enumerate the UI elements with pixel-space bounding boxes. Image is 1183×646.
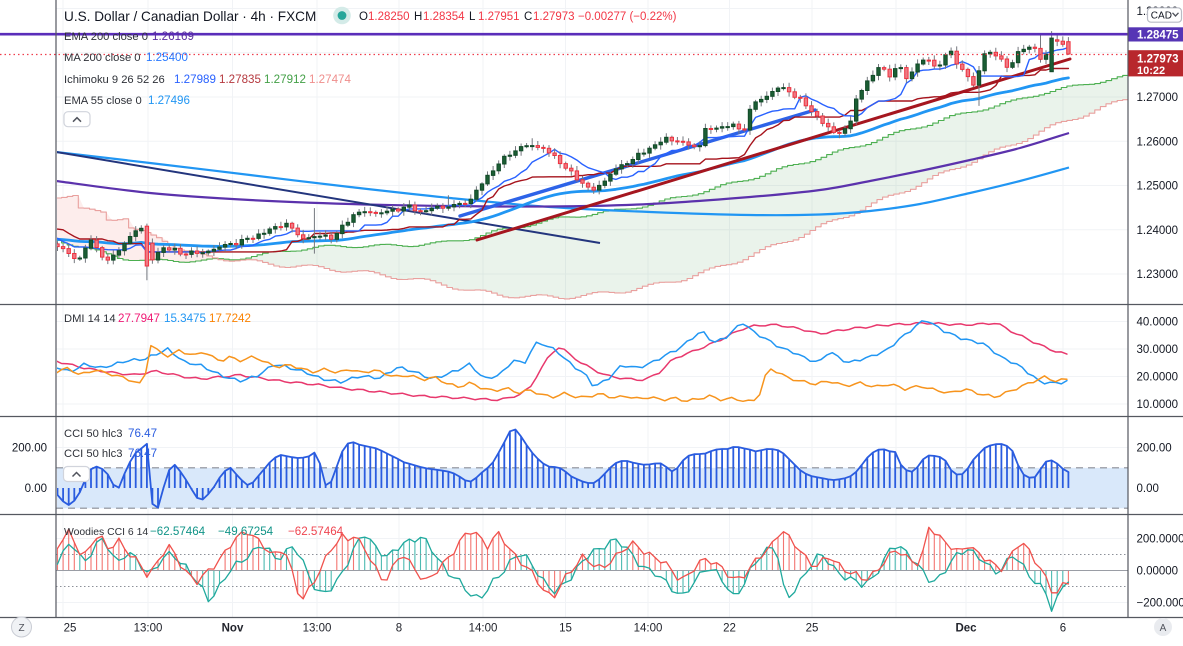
svg-text:1.24000: 1.24000 bbox=[1137, 225, 1179, 237]
svg-text:13:00: 13:00 bbox=[134, 623, 163, 635]
svg-text:Woodies CCI 6 14: Woodies CCI 6 14 bbox=[64, 527, 148, 538]
svg-text:1.27496: 1.27496 bbox=[148, 94, 190, 107]
svg-text:76.47: 76.47 bbox=[128, 427, 157, 440]
svg-text:27.7947: 27.7947 bbox=[118, 312, 160, 325]
svg-text:13:00: 13:00 bbox=[303, 623, 332, 635]
svg-text:1.27474: 1.27474 bbox=[309, 73, 351, 86]
svg-text:15.3475: 15.3475 bbox=[164, 312, 206, 325]
svg-text:Nov: Nov bbox=[222, 623, 244, 635]
svg-text:1.23000: 1.23000 bbox=[1137, 269, 1179, 281]
svg-text:20.0000: 20.0000 bbox=[1137, 372, 1179, 384]
svg-text:30.0000: 30.0000 bbox=[1137, 344, 1179, 356]
svg-text:1.25000: 1.25000 bbox=[1137, 181, 1179, 193]
svg-text:CAD: CAD bbox=[1151, 10, 1172, 21]
svg-text:76.47: 76.47 bbox=[128, 447, 157, 460]
svg-text:MA 200 close 0: MA 200 close 0 bbox=[64, 52, 141, 64]
svg-text:14:00: 14:00 bbox=[469, 623, 498, 635]
svg-text:8: 8 bbox=[396, 623, 402, 635]
svg-text:6: 6 bbox=[1060, 623, 1066, 635]
svg-text:0.00000: 0.00000 bbox=[1137, 566, 1179, 578]
svg-text:1.25400: 1.25400 bbox=[146, 51, 188, 64]
svg-text:10:22: 10:22 bbox=[1137, 65, 1165, 77]
svg-text:EMA 55 close 0: EMA 55 close 0 bbox=[64, 95, 142, 107]
svg-text:14:00: 14:00 bbox=[634, 623, 663, 635]
svg-text:CCI 50 hlc3: CCI 50 hlc3 bbox=[64, 448, 122, 460]
svg-text:17.7242: 17.7242 bbox=[209, 312, 251, 325]
svg-text:1.27000: 1.27000 bbox=[1137, 92, 1179, 104]
svg-text:−49.67254: −49.67254 bbox=[218, 525, 274, 538]
svg-text:Dec: Dec bbox=[955, 623, 977, 635]
svg-text:O: O bbox=[359, 11, 368, 23]
svg-text:−200.0000: −200.0000 bbox=[1137, 598, 1183, 610]
svg-text:C: C bbox=[524, 11, 532, 23]
svg-text:200.00: 200.00 bbox=[1137, 443, 1172, 455]
svg-text:25: 25 bbox=[806, 623, 819, 635]
svg-text:DMI 14 14: DMI 14 14 bbox=[64, 313, 116, 325]
svg-text:1.27951: 1.27951 bbox=[478, 11, 520, 23]
svg-text:200.00000: 200.00000 bbox=[1137, 534, 1183, 546]
svg-text:1.26169: 1.26169 bbox=[152, 30, 194, 43]
svg-text:25: 25 bbox=[64, 623, 77, 635]
svg-text:−0.00277 (−0.22%): −0.00277 (−0.22%) bbox=[578, 11, 677, 23]
svg-text:L: L bbox=[469, 11, 476, 23]
svg-text:1.27989: 1.27989 bbox=[174, 73, 216, 86]
svg-text:1.28250: 1.28250 bbox=[368, 11, 410, 23]
svg-text:Ichimoku 9 26 52 26: Ichimoku 9 26 52 26 bbox=[64, 74, 165, 86]
svg-text:1.27973: 1.27973 bbox=[533, 11, 575, 23]
svg-text:1.27835: 1.27835 bbox=[219, 73, 261, 86]
svg-text:40.0000: 40.0000 bbox=[1137, 317, 1179, 329]
svg-text:10.0000: 10.0000 bbox=[1137, 399, 1179, 411]
svg-text:H: H bbox=[414, 11, 422, 23]
svg-text:0.00: 0.00 bbox=[1137, 483, 1159, 495]
svg-text:1.27912: 1.27912 bbox=[264, 73, 306, 86]
svg-text:−62.57464: −62.57464 bbox=[150, 525, 206, 538]
svg-text:CCI 50 hlc3: CCI 50 hlc3 bbox=[64, 428, 122, 440]
svg-text:1.26000: 1.26000 bbox=[1137, 136, 1179, 148]
svg-text:1.28475: 1.28475 bbox=[1137, 30, 1179, 42]
svg-text:A: A bbox=[1160, 623, 1167, 634]
svg-text:15: 15 bbox=[559, 623, 572, 635]
svg-text:1.27973: 1.27973 bbox=[1137, 53, 1179, 65]
svg-text:200.00: 200.00 bbox=[12, 443, 47, 455]
svg-text:−62.57464: −62.57464 bbox=[288, 525, 344, 538]
svg-text:1.28354: 1.28354 bbox=[423, 11, 465, 23]
svg-text:Z: Z bbox=[18, 623, 24, 634]
svg-text:EMA 200 close 0: EMA 200 close 0 bbox=[64, 31, 148, 43]
svg-text:U.S. Dollar / Canadian Dollar: U.S. Dollar / Canadian Dollar · 4h · FXC… bbox=[64, 9, 316, 24]
svg-text:22: 22 bbox=[723, 623, 736, 635]
svg-text:0.00: 0.00 bbox=[25, 483, 47, 495]
